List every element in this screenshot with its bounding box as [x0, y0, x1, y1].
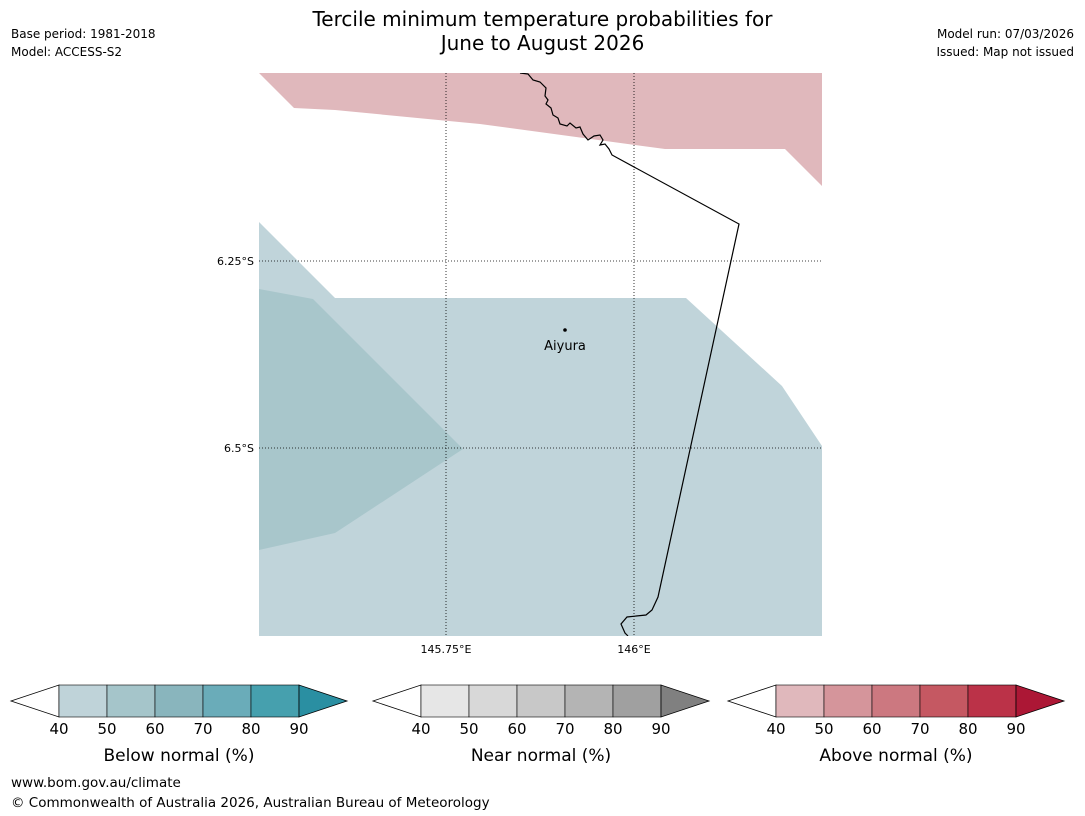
colorbar-below-segment [154, 684, 204, 718]
colorbar-below-tick: 40 [49, 720, 68, 738]
colorbar-below-tick: 60 [145, 720, 164, 738]
colorbar-above-segment [823, 684, 873, 718]
colorbar-near-tick: 50 [459, 720, 478, 738]
colorbar-near-title: Near normal (%) [471, 746, 611, 766]
base-period-text: Base period: 1981-2018 [11, 27, 156, 41]
lon-label-14575: 145.75°E [421, 643, 472, 656]
colorbar-near-tick: 70 [555, 720, 574, 738]
colorbar-below-segment [106, 684, 156, 718]
colorbar-above-segment [919, 684, 969, 718]
colorbar-above-tick: 40 [766, 720, 785, 738]
map-title: Tercile minimum temperature probabilitie… [0, 7, 1085, 55]
colorbar-near-tick: 90 [651, 720, 670, 738]
model-run-text: Model run: 07/03/2026 [936, 27, 1074, 41]
colorbar-near-segment [420, 684, 470, 718]
colorbar-above-upper-extend [1015, 684, 1066, 718]
lat-label-65: 6.5°S [224, 442, 254, 455]
colorbar-near-segment [516, 684, 566, 718]
colorbar-below-tick: 70 [193, 720, 212, 738]
colorbar-below-tick: 90 [289, 720, 308, 738]
colorbar-above-title: Above normal (%) [819, 746, 972, 766]
meta-right: Model run: 07/03/2026 Issued: Map not is… [936, 25, 1074, 61]
colorbar-above-segment [775, 684, 825, 718]
map-title-line1: Tercile minimum temperature probabilitie… [312, 7, 773, 31]
colorbar-below-upper-extend [298, 684, 349, 718]
colorbar-below-segment [202, 684, 252, 718]
map-area [259, 73, 822, 636]
colorbar-above-tick: 90 [1006, 720, 1025, 738]
footer-copyright: © Commonwealth of Australia 2026, Austra… [11, 795, 490, 811]
colorbar-above-lower-extend [726, 684, 777, 718]
above-normal-region [259, 73, 822, 186]
colorbar-above-tick: 80 [958, 720, 977, 738]
colorbar-above-segment [871, 684, 921, 718]
colorbar-below-tick: 80 [241, 720, 260, 738]
colorbar-near-upper-extend [660, 684, 711, 718]
border-line [519, 73, 740, 636]
colorbar-near-tick: 40 [411, 720, 430, 738]
lat-label-625: 6.25°S [217, 255, 254, 268]
issued-text: Issued: Map not issued [936, 45, 1074, 59]
colorbar-near-segment [612, 684, 662, 718]
meta-left: Base period: 1981-2018 Model: ACCESS-S2 [11, 25, 156, 61]
model-text: Model: ACCESS-S2 [11, 45, 123, 59]
colorbar-above-tick: 60 [862, 720, 881, 738]
colorbar-above-tick: 70 [910, 720, 929, 738]
colorbar-above-normal: 40 50 60 70 80 90 Above normal (%) [726, 684, 1066, 766]
colorbar-near-lower-extend [371, 684, 422, 718]
colorbar-above-tick: 50 [814, 720, 833, 738]
below-normal-region-40-50 [259, 222, 822, 636]
colorbar-near-tick: 60 [507, 720, 526, 738]
place-marker-dot [563, 328, 567, 332]
below-normal-region-50-60 [259, 289, 463, 550]
colorbar-near-normal: 40 50 60 70 80 90 Near normal (%) [371, 684, 711, 766]
colorbar-below-tick: 50 [97, 720, 116, 738]
lon-label-146: 146°E [617, 643, 650, 656]
colorbar-above-segment [967, 684, 1017, 718]
colorbar-below-normal: 40 50 60 70 80 90 Below normal (%) [9, 684, 349, 766]
colorbar-below-segment [250, 684, 300, 718]
colorbar-near-segment [564, 684, 614, 718]
place-label-aiyura: Aiyura [544, 339, 586, 354]
colorbars: 40 50 60 70 80 90 Below normal (%) 40 50 60 70 80 90… [9, 684, 1066, 766]
colorbar-near-segment [468, 684, 518, 718]
map-title-line2: June to August 2026 [440, 31, 645, 55]
footer-url: www.bom.gov.au/climate [11, 775, 181, 791]
colorbar-below-lower-extend [9, 684, 60, 718]
colorbar-below-title: Below normal (%) [104, 746, 255, 766]
colorbar-near-tick: 80 [603, 720, 622, 738]
colorbar-below-segment [58, 684, 108, 718]
